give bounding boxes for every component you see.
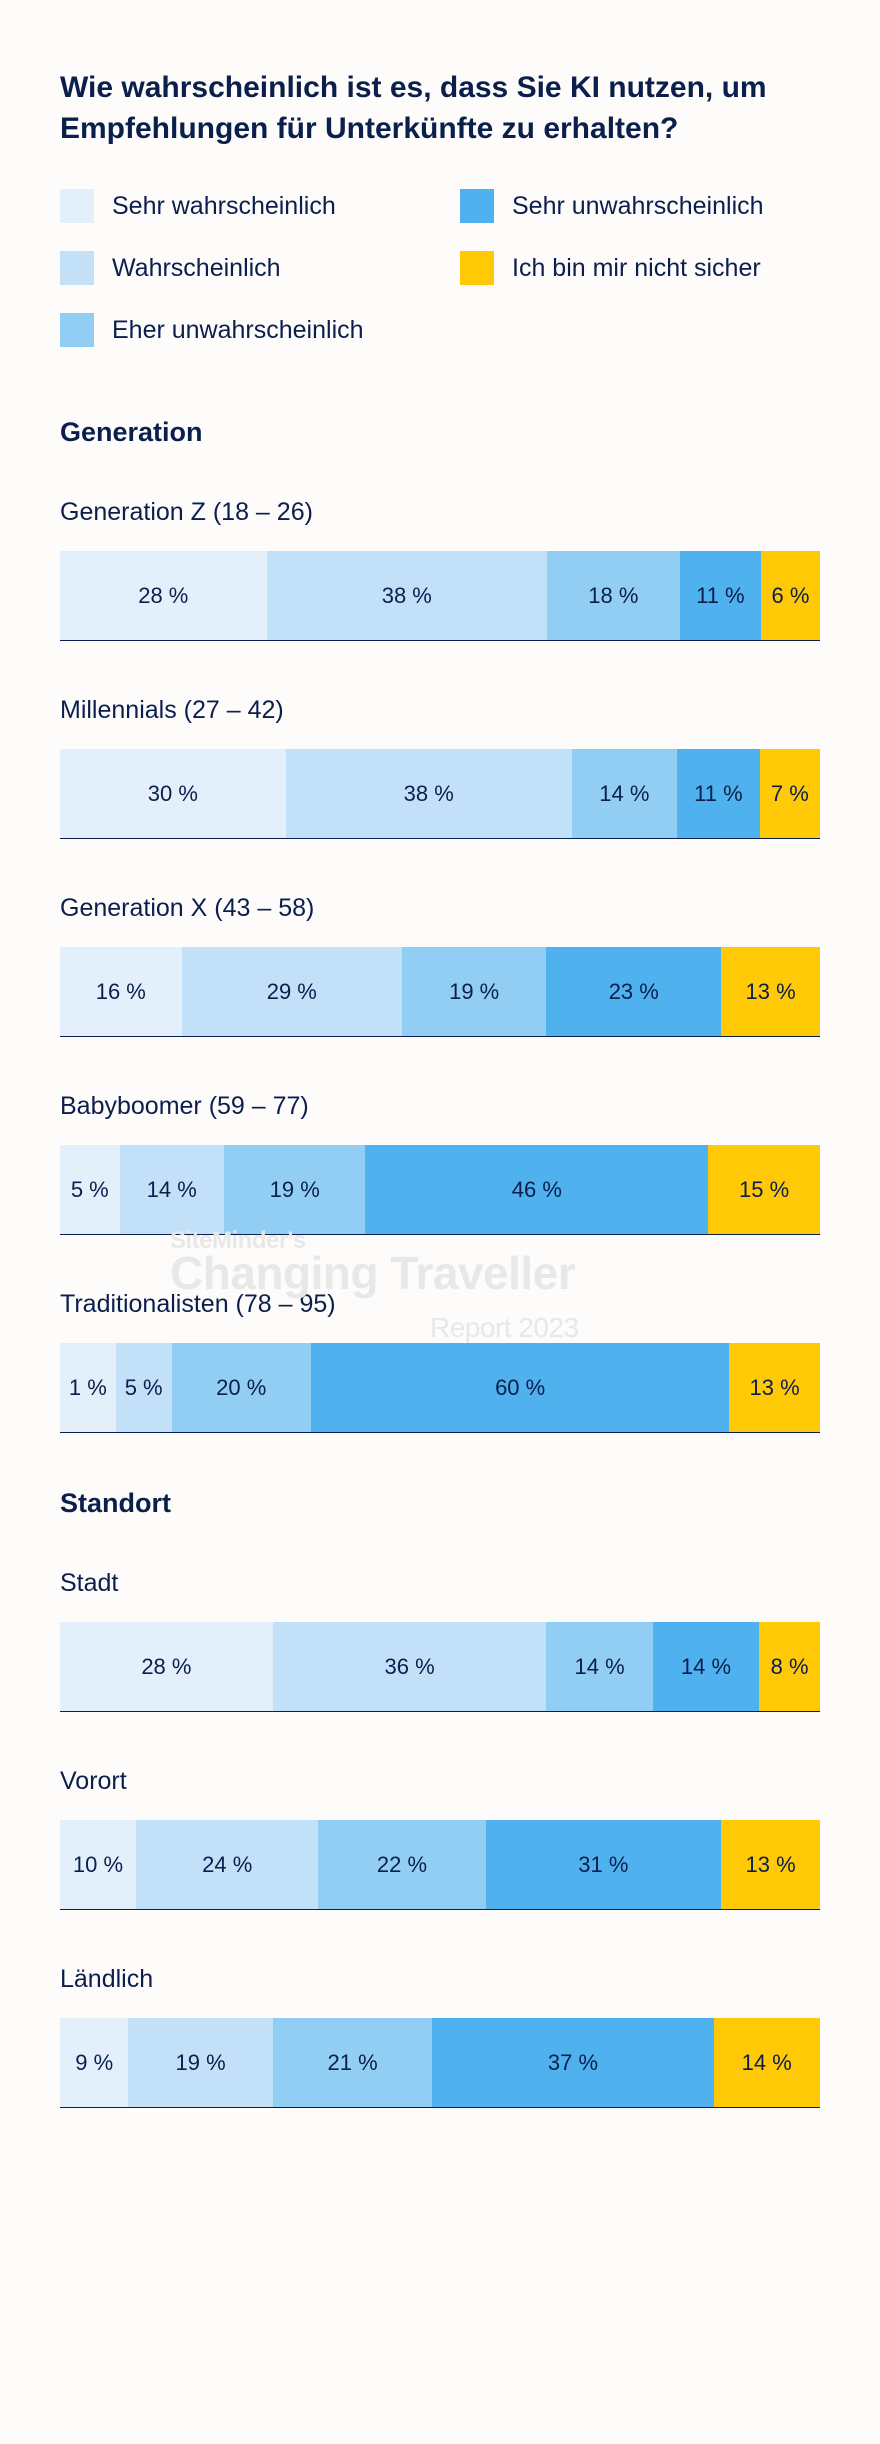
bar-segment: 36 % (273, 1622, 547, 1711)
chart-title: Wie wahrscheinlich ist es, dass Sie KI n… (60, 68, 820, 149)
bar-segment: 13 % (721, 947, 820, 1036)
stacked-bar: 16 %29 %19 %23 %13 % (60, 947, 820, 1037)
chart-group: Generation X (43 – 58) 16 %29 %19 %23 %13… (60, 894, 820, 1037)
section-heading: Generation (60, 417, 820, 448)
bar-segment: 14 % (653, 1622, 759, 1711)
bar-segment: 23 % (546, 947, 721, 1036)
bar-segment: 38 % (286, 749, 572, 838)
bar-segment: 13 % (721, 1820, 820, 1909)
legend-item: Eher unwahrscheinlich (60, 313, 420, 347)
bar-segment: 29 % (182, 947, 402, 1036)
chart-group: Generation Z (18 – 26) 28 %38 %18 %11 %6 … (60, 498, 820, 641)
legend-swatch (60, 251, 94, 285)
chart-group: Babyboomer (59 – 77) 5 %14 %19 %46 %15 % (60, 1092, 820, 1235)
bar-segment: 31 % (486, 1820, 722, 1909)
chart-group: Millennials (27 – 42) 30 %38 %14 %11 %7 % (60, 696, 820, 839)
legend-item: Wahrscheinlich (60, 251, 420, 285)
bar-segment: 11 % (680, 551, 761, 640)
stacked-bar: 10 %24 %22 %31 %13 % (60, 1820, 820, 1910)
bar-segment: 19 % (224, 1145, 366, 1234)
bar-segment: 16 % (60, 947, 182, 1036)
bar-segment: 38 % (267, 551, 547, 640)
bar-segment: 14 % (120, 1145, 224, 1234)
bar-segment: 46 % (365, 1145, 708, 1234)
stacked-bar: 5 %14 %19 %46 %15 % (60, 1145, 820, 1235)
bar-segment: 19 % (128, 2018, 272, 2107)
bar-segment: 13 % (729, 1343, 820, 1432)
group-label: Babyboomer (59 – 77) (60, 1092, 820, 1121)
legend-swatch (60, 189, 94, 223)
bar-segment: 28 % (60, 551, 267, 640)
bar-segment: 20 % (172, 1343, 311, 1432)
legend-swatch (460, 251, 494, 285)
bar-segment: 8 % (759, 1622, 820, 1711)
group-label: Traditionalisten (78 – 95) (60, 1290, 820, 1319)
legend-swatch (60, 313, 94, 347)
stacked-bar: 9 %19 %21 %37 %14 % (60, 2018, 820, 2108)
bar-segment: 14 % (714, 2018, 820, 2107)
stacked-bar: 28 %38 %18 %11 %6 % (60, 551, 820, 641)
bar-segment: 24 % (136, 1820, 318, 1909)
legend-item: Ich bin mir nicht sicher (460, 251, 820, 285)
legend-label: Sehr wahrscheinlich (112, 192, 336, 221)
bar-segment: 6 % (761, 551, 820, 640)
bar-segment: 5 % (116, 1343, 172, 1432)
bar-segment: 18 % (547, 551, 680, 640)
legend-label: Eher unwahrscheinlich (112, 316, 364, 345)
group-label: Generation X (43 – 58) (60, 894, 820, 923)
legend-label: Sehr unwahrscheinlich (512, 192, 764, 221)
group-label: Ländlich (60, 1965, 820, 1994)
group-label: Millennials (27 – 42) (60, 696, 820, 725)
bar-segment: 11 % (677, 749, 760, 838)
chart-group: Traditionalisten (78 – 95) 1 %5 %20 %60 %… (60, 1290, 820, 1433)
legend-item: Sehr wahrscheinlich (60, 189, 420, 223)
chart-group: Stadt28 %36 %14 %14 %8 % (60, 1569, 820, 1712)
bar-segment: 14 % (546, 1622, 652, 1711)
group-label: Stadt (60, 1569, 820, 1598)
bar-segment: 1 % (60, 1343, 116, 1432)
bar-segment: 9 % (60, 2018, 128, 2107)
bar-segment: 15 % (708, 1145, 820, 1234)
bar-segment: 14 % (572, 749, 677, 838)
chart-group: Ländlich 9 %19 %21 %37 %14 % (60, 1965, 820, 2108)
legend-item: Sehr unwahrscheinlich (460, 189, 820, 223)
bar-segment: 19 % (402, 947, 546, 1036)
bar-segment: 60 % (311, 1343, 729, 1432)
section-heading: Standort (60, 1488, 820, 1519)
bar-segment: 22 % (318, 1820, 485, 1909)
bar-segment: 30 % (60, 749, 286, 838)
bar-segment: 7 % (760, 749, 820, 838)
bar-segment: 5 % (60, 1145, 120, 1234)
legend: Sehr wahrscheinlich Sehr unwahrscheinlich… (60, 189, 820, 347)
bar-segment: 10 % (60, 1820, 136, 1909)
chart-group: Vorort 10 %24 %22 %31 %13 % (60, 1767, 820, 1910)
bar-segment: 28 % (60, 1622, 273, 1711)
stacked-bar: 28 %36 %14 %14 %8 % (60, 1622, 820, 1712)
legend-swatch (460, 189, 494, 223)
stacked-bar: 30 %38 %14 %11 %7 % (60, 749, 820, 839)
bar-segment: 21 % (273, 2018, 433, 2107)
stacked-bar: 1 %5 %20 %60 %13 % (60, 1343, 820, 1433)
group-label: Vorort (60, 1767, 820, 1796)
bar-segment: 37 % (432, 2018, 713, 2107)
legend-label: Wahrscheinlich (112, 254, 281, 283)
legend-label: Ich bin mir nicht sicher (512, 254, 761, 283)
group-label: Generation Z (18 – 26) (60, 498, 820, 527)
